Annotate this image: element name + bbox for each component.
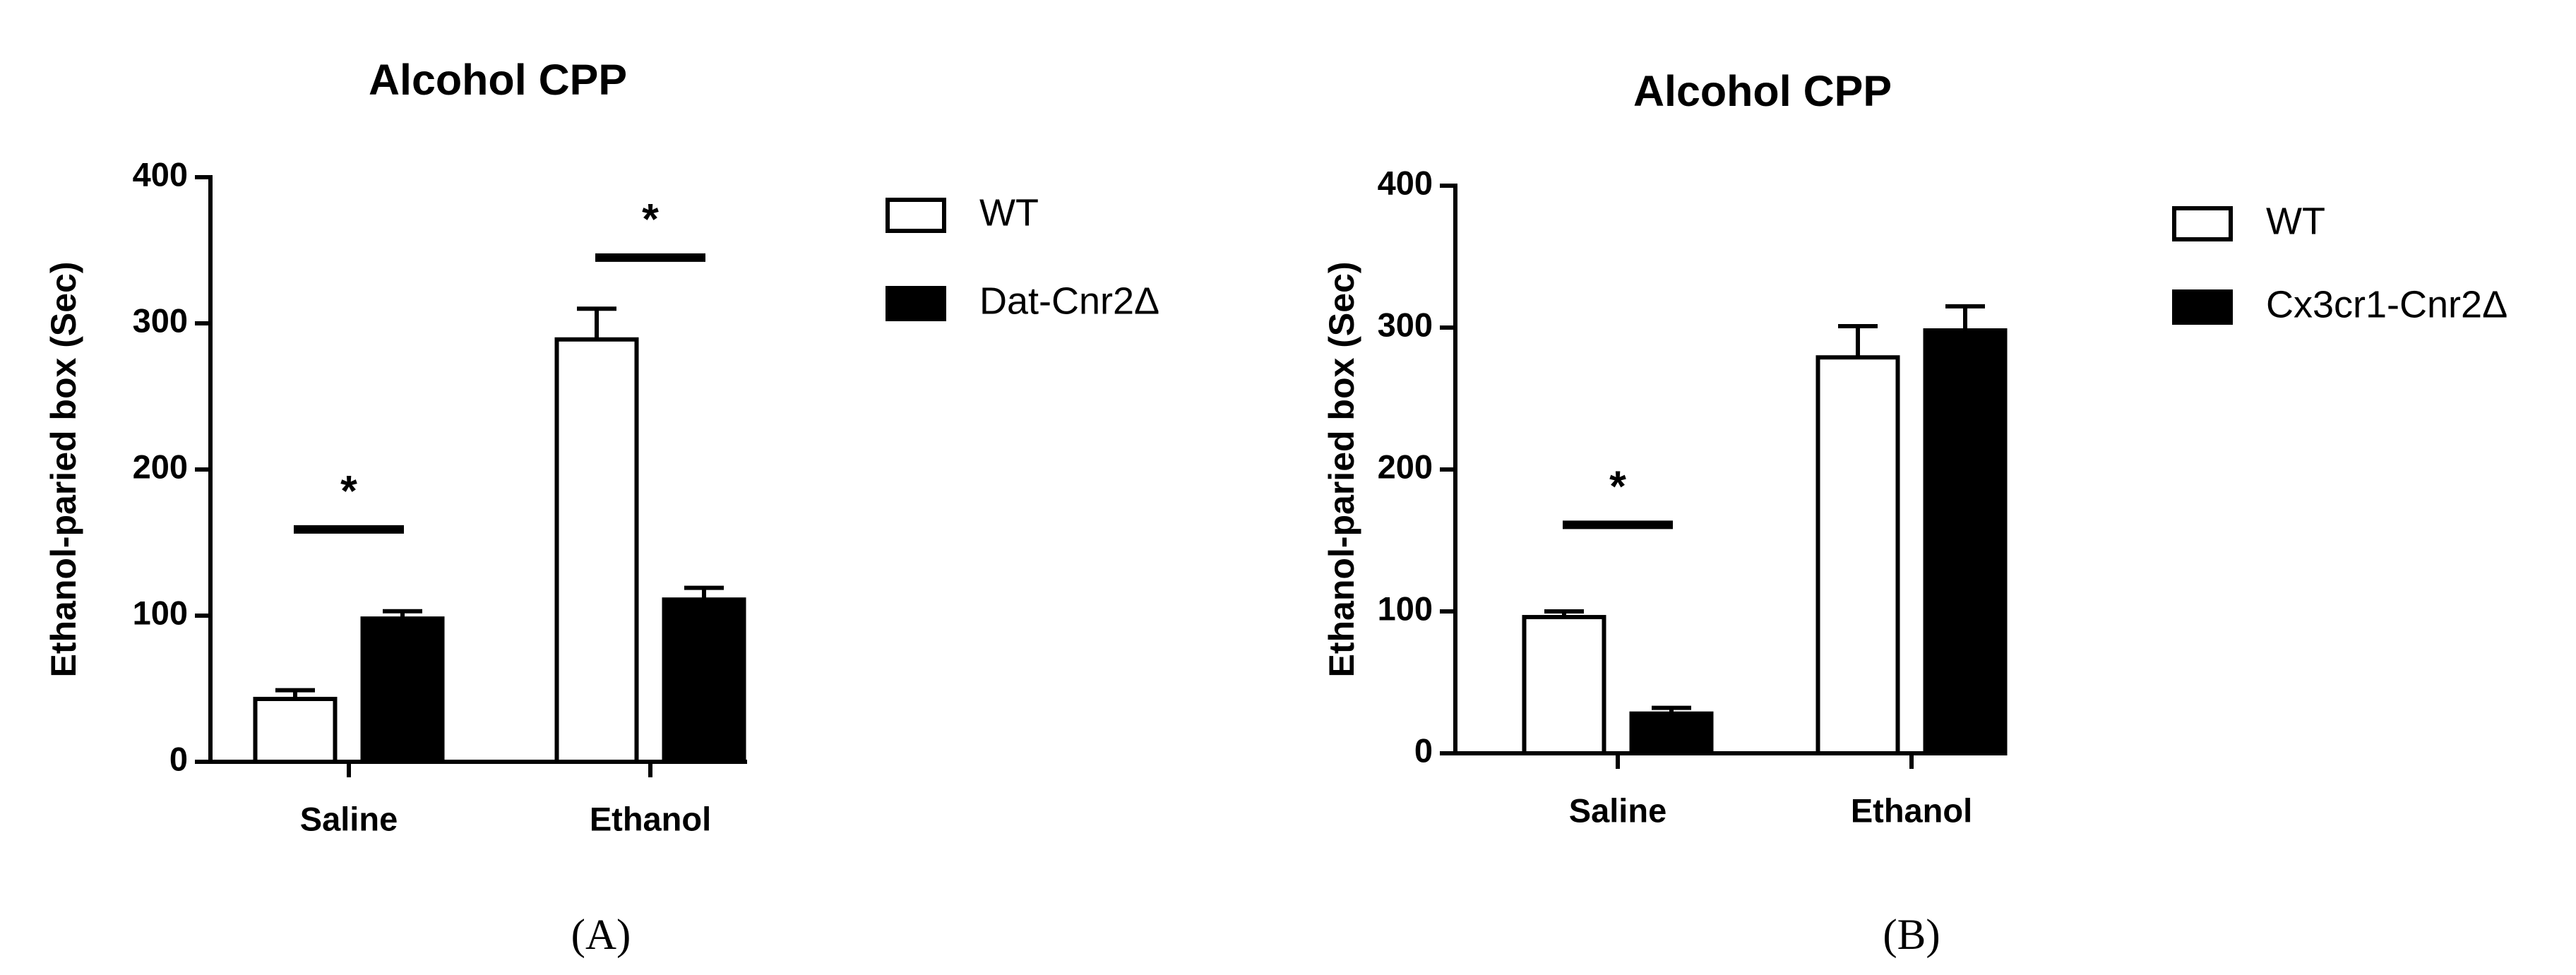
bar <box>1629 711 1714 755</box>
legend-swatch <box>2172 289 2233 325</box>
x-tick-label: Saline <box>1569 791 1666 829</box>
bar <box>1815 355 1900 755</box>
y-tick-label: 200 <box>1378 448 1433 485</box>
legend-swatch <box>886 286 946 321</box>
x-tick-label: Saline <box>300 800 398 837</box>
significance-label: * <box>1609 462 1626 510</box>
panel-label: (A) <box>571 911 631 959</box>
x-tick-label: Ethanol <box>590 800 711 837</box>
bar <box>1522 615 1606 755</box>
y-tick-label: 100 <box>1378 590 1433 627</box>
legend-label: Dat-Cnr2Δ <box>979 280 1159 322</box>
y-tick-label: 400 <box>133 155 188 193</box>
significance-label: * <box>642 195 659 243</box>
panel-label: (B) <box>1883 911 1940 959</box>
chart-title: Alcohol CPP <box>1633 67 1892 115</box>
x-tick-label: Ethanol <box>1851 791 1972 829</box>
y-axis-label: Ethanol-paried box (Sec) <box>1322 262 1361 678</box>
bar <box>554 337 639 764</box>
y-tick-label: 200 <box>133 448 188 485</box>
y-tick-label: 0 <box>1414 731 1433 769</box>
legend-label: Cx3cr1-Cnr2Δ <box>2266 283 2508 325</box>
y-tick-label: 100 <box>133 594 188 631</box>
y-axis-label: Ethanol-paried box (Sec) <box>44 262 83 678</box>
bar <box>253 696 338 764</box>
bar <box>1923 328 2008 755</box>
y-tick-label: 300 <box>133 301 188 339</box>
bar <box>662 597 746 764</box>
y-tick-label: 0 <box>169 740 188 777</box>
chart-title: Alcohol CPP <box>369 56 627 104</box>
legend-label: WT <box>979 191 1039 234</box>
legend-swatch <box>886 198 946 233</box>
legend-swatch <box>2172 206 2233 241</box>
y-tick-label: 300 <box>1378 306 1433 343</box>
legend-label: WT <box>2266 200 2325 242</box>
y-tick-label: 400 <box>1378 164 1433 201</box>
significance-label: * <box>340 467 357 515</box>
bar <box>360 616 445 765</box>
